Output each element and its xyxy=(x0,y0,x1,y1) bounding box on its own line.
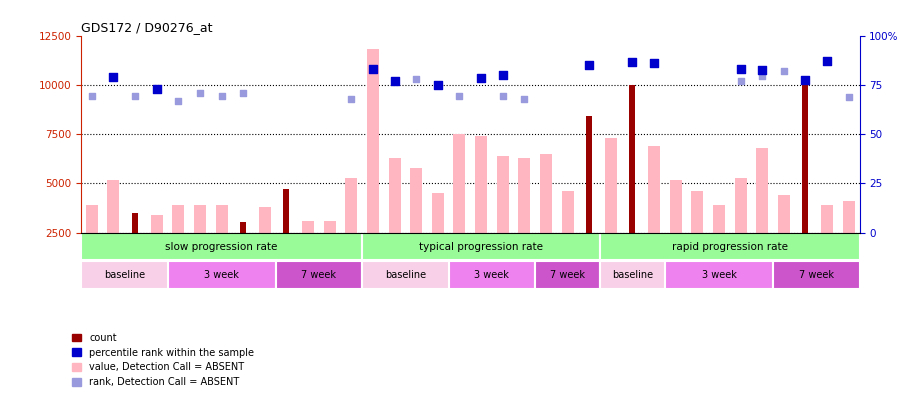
Bar xyxy=(324,221,336,233)
Bar xyxy=(536,261,600,289)
Bar xyxy=(475,136,487,233)
Point xyxy=(820,58,834,65)
Bar xyxy=(691,191,703,233)
Point xyxy=(236,89,250,96)
Point xyxy=(409,76,423,82)
Text: typical progression rate: typical progression rate xyxy=(419,242,543,252)
Bar xyxy=(648,146,660,233)
Point xyxy=(496,93,510,99)
Bar xyxy=(362,233,600,260)
Text: rapid progression rate: rapid progression rate xyxy=(671,242,788,252)
Bar xyxy=(362,261,448,289)
Bar xyxy=(586,116,592,233)
Bar xyxy=(240,222,247,233)
Bar xyxy=(275,261,362,289)
Point xyxy=(734,66,748,72)
Legend: count, percentile rank within the sample, value, Detection Call = ABSENT, rank, : count, percentile rank within the sample… xyxy=(68,329,258,391)
Bar xyxy=(194,205,206,233)
Bar xyxy=(410,168,422,233)
Bar xyxy=(600,233,860,260)
Bar xyxy=(132,213,138,233)
Bar xyxy=(821,205,833,233)
Bar xyxy=(448,261,536,289)
Bar xyxy=(432,193,444,233)
Bar xyxy=(518,158,530,233)
Point xyxy=(755,73,770,79)
Point xyxy=(798,77,813,83)
Point xyxy=(755,67,770,73)
Text: 3 week: 3 week xyxy=(474,270,509,280)
Bar xyxy=(346,177,357,233)
Point xyxy=(842,93,856,100)
Bar xyxy=(216,205,228,233)
Bar xyxy=(497,156,508,233)
Bar xyxy=(389,158,400,233)
Bar xyxy=(86,205,98,233)
Text: GDS172 / D90276_at: GDS172 / D90276_at xyxy=(81,21,212,34)
Bar xyxy=(665,261,773,289)
Bar xyxy=(150,215,163,233)
Bar xyxy=(284,189,290,233)
Point xyxy=(734,78,748,84)
Bar xyxy=(734,177,746,233)
Point xyxy=(387,78,401,84)
Text: 7 week: 7 week xyxy=(799,270,833,280)
Bar xyxy=(173,205,184,233)
Point xyxy=(106,74,121,80)
Bar xyxy=(367,50,379,233)
Bar xyxy=(259,207,271,233)
Bar xyxy=(454,134,465,233)
Bar xyxy=(562,191,573,233)
Text: 7 week: 7 week xyxy=(302,270,337,280)
Point xyxy=(128,93,142,99)
Bar xyxy=(713,205,725,233)
Text: 3 week: 3 week xyxy=(701,270,736,280)
Point xyxy=(647,60,662,67)
Bar xyxy=(842,201,855,233)
Point xyxy=(777,68,791,74)
Text: 7 week: 7 week xyxy=(550,270,585,280)
Text: slow progression rate: slow progression rate xyxy=(166,242,278,252)
Point xyxy=(430,82,445,88)
Bar xyxy=(773,261,860,289)
Bar xyxy=(605,138,617,233)
Point xyxy=(171,97,185,104)
Text: baseline: baseline xyxy=(612,270,653,280)
Bar xyxy=(600,261,665,289)
Text: baseline: baseline xyxy=(104,270,145,280)
Text: 3 week: 3 week xyxy=(204,270,239,280)
Bar xyxy=(756,148,768,233)
Bar xyxy=(302,221,314,233)
Point xyxy=(344,95,358,102)
Point xyxy=(518,95,532,102)
Point xyxy=(582,62,597,69)
Bar xyxy=(803,83,808,233)
Bar xyxy=(107,179,120,233)
Point xyxy=(474,75,489,81)
Bar xyxy=(778,195,790,233)
Point xyxy=(626,59,640,65)
Text: baseline: baseline xyxy=(385,270,426,280)
Point xyxy=(365,66,380,72)
Bar xyxy=(540,154,552,233)
Point xyxy=(496,72,510,78)
Point xyxy=(85,93,99,99)
Bar xyxy=(167,261,275,289)
Bar xyxy=(81,261,167,289)
Bar xyxy=(670,179,681,233)
Point xyxy=(452,93,466,99)
Point xyxy=(214,93,229,99)
Point xyxy=(193,89,207,96)
Point xyxy=(149,86,164,92)
Bar xyxy=(629,85,635,233)
Bar xyxy=(81,233,362,260)
